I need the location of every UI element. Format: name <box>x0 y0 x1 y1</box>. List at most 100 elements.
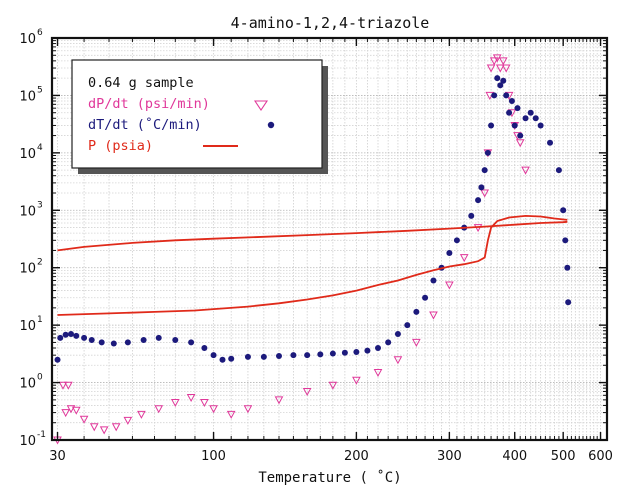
y-tick-exponent: 4 <box>37 143 43 153</box>
dpdt-point <box>412 338 421 347</box>
dpdt-point <box>111 423 121 432</box>
dtdt-point <box>57 334 64 341</box>
y-tick-label: 10 <box>19 147 36 162</box>
dtdt-point <box>481 167 488 174</box>
dtdt-point <box>514 105 521 112</box>
dtdt-point <box>478 184 485 191</box>
dtdt-point <box>413 308 420 315</box>
dtdt-point <box>422 294 429 301</box>
dtdt-point <box>364 347 371 354</box>
dpdt-point <box>492 54 502 63</box>
series-1 <box>54 75 572 363</box>
y-tick-label: 10 <box>19 319 36 334</box>
dtdt-point <box>430 277 437 284</box>
dtdt-point <box>475 197 482 204</box>
dpdt-point <box>274 396 284 405</box>
y-tick-label: 10 <box>19 204 36 219</box>
x-tick-label: 30 <box>49 449 66 464</box>
dpdt-point <box>58 381 68 390</box>
dpdt-point <box>489 57 499 66</box>
x-tick-label: 500 <box>551 449 576 464</box>
dtdt-point <box>172 337 179 344</box>
dpdt-point <box>352 376 361 385</box>
dpdt-point <box>226 410 236 419</box>
dpdt-point <box>137 410 146 419</box>
dtdt-point <box>488 122 495 129</box>
series-2 <box>57 220 568 252</box>
legend-label-dpdt: dP/dt (psi/min) <box>88 96 210 112</box>
dpdt-point <box>495 64 505 73</box>
dtdt-point <box>228 355 235 362</box>
dtdt-point <box>562 237 569 244</box>
dtdt-point <box>188 339 195 346</box>
y-tick-exponent: 1 <box>37 315 43 325</box>
dtdt-point <box>494 75 501 82</box>
dtdt-point <box>537 122 544 129</box>
dtdt-point <box>564 264 571 271</box>
dtdt-point <box>62 331 69 338</box>
chart-title: 4-amino-1,2,4-triazole <box>231 14 430 32</box>
dtdt-point <box>81 334 88 341</box>
dtdt-point <box>560 207 567 214</box>
dpdt-point <box>123 416 133 425</box>
dtdt-point <box>329 350 336 357</box>
dtdt-point <box>210 352 217 359</box>
dpdt-point <box>486 64 496 73</box>
legend-note: 0.64 g sample <box>88 75 194 91</box>
y-tick-exponent: 6 <box>37 28 43 38</box>
dpdt-point <box>243 405 253 414</box>
dtdt-point <box>497 82 504 89</box>
dtdt-point <box>527 109 534 116</box>
dpdt-point <box>498 57 508 66</box>
dpdt-point <box>170 398 180 408</box>
dpdt-point <box>71 406 81 415</box>
y-tick-label: 10 <box>19 262 36 277</box>
dpdt-point <box>154 405 164 414</box>
dtdt-point <box>201 344 208 351</box>
dpdt-point <box>66 405 76 414</box>
dtdt-point <box>68 331 75 338</box>
dpdt-point <box>328 381 338 390</box>
dtdt-point <box>404 322 411 329</box>
dtdt-point <box>511 122 518 129</box>
dtdt-point <box>260 353 267 360</box>
y-tick-label: 10 <box>19 434 36 449</box>
x-tick-label: 200 <box>344 449 369 464</box>
dpdt-point <box>429 311 438 320</box>
x-tick-label: 300 <box>437 449 462 464</box>
dpdt-point <box>480 189 490 198</box>
dtdt-point <box>155 334 162 341</box>
legend: 0.64 g sample dP/dt (psi/min) dT/dt (˚C/… <box>71 59 328 174</box>
x-tick-label: 400 <box>502 449 527 464</box>
dpdt-point <box>209 405 218 414</box>
y-tick-label: 10 <box>19 377 36 392</box>
dtdt-point <box>565 299 572 306</box>
dpdt-point <box>302 387 312 397</box>
dtdt-point <box>140 337 147 344</box>
dpdt-point <box>501 64 511 73</box>
dtdt-point <box>446 250 453 257</box>
dpdt-point <box>445 281 454 290</box>
dtdt-point <box>547 139 554 146</box>
dtdt-point <box>317 351 324 358</box>
y-tick-label: 10 <box>19 89 36 104</box>
plot-frame <box>50 36 609 442</box>
dtdt-point <box>491 92 498 99</box>
x-tick-label: 100 <box>201 449 226 464</box>
series-0 <box>53 54 530 445</box>
dtdt-point <box>110 340 117 347</box>
legend-label-pressure: P (psia) <box>88 138 153 154</box>
dpdt-point <box>64 381 73 390</box>
y-tick-exponent: 5 <box>37 85 43 95</box>
dtdt-point <box>394 331 401 338</box>
dtdt-point <box>506 109 513 116</box>
dtdt-point <box>244 353 251 360</box>
dtdt-point <box>73 332 80 339</box>
legend-marker-dpdt <box>253 100 269 111</box>
dtdt-point <box>517 132 524 139</box>
y-tick-exponent: 3 <box>37 200 43 210</box>
y-tick-exponent: -1 <box>37 430 46 440</box>
dtdt-point <box>508 97 515 104</box>
